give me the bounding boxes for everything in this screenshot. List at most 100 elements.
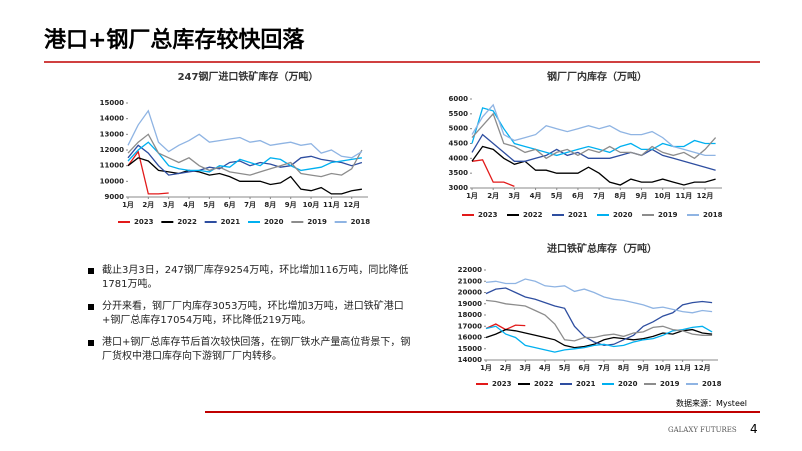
y-tick-label: 19000 [458,300,482,308]
series-line [471,112,717,160]
x-tick-label: 7月 [593,192,605,200]
x-tick-label: 9月 [637,364,649,372]
series-line [127,141,363,173]
x-tick-label: 8月 [614,192,626,200]
series-line [485,287,713,347]
x-tick-label: 4月 [530,192,542,200]
x-tick-label: 4月 [183,201,195,209]
x-tick-label: 6月 [578,364,590,372]
legend-label: 2021 [576,380,596,388]
x-tick-label: 6月 [572,192,584,200]
series-line [485,278,713,314]
y-tick-label: 5000 [449,125,469,133]
y-tick-label: 13000 [100,130,124,138]
series-line [485,325,713,353]
x-tick-label: 2月 [500,364,512,372]
series-line [471,133,716,171]
series-line [485,299,713,342]
x-tick-label: 6月 [224,201,236,209]
legend-label: 2022 [523,211,543,219]
series-line [127,144,363,176]
legend-label: 2020 [618,380,638,388]
x-tick-label: 7月 [598,364,610,372]
legend-label: 2018 [703,211,723,219]
x-tick-label: 2月 [487,192,499,200]
y-tick-label: 4000 [449,154,469,162]
legend-label: 2018 [351,218,371,226]
x-tick-label: 3月 [508,192,520,200]
legend-label: 2019 [307,218,327,226]
legend-label: 2022 [534,380,554,388]
x-tick-label: 8月 [264,201,276,209]
y-tick-label: 15000 [458,345,482,353]
x-tick-label: 1月 [466,192,478,200]
legend-label: 2019 [660,380,680,388]
legend-label: 2021 [568,211,588,219]
slide-title: 港口+钢厂总库存较快回落 [44,28,305,53]
y-tick-label: 21000 [458,277,482,285]
bullet: 港口+钢厂总库存节后首次较快回落，在钢厂铁水产量高位背景下，钢厂货权中港口库存向… [88,336,414,364]
y-tick-label: 17000 [458,322,482,330]
bullet: 截止3月3日，247钢厂库存9254万吨，环比增加116万吨，同比降低1781万… [88,264,414,292]
legend-label: 2023 [478,211,498,219]
x-tick-label: 4月 [539,364,551,372]
bullet-list: 截止3月3日，247钢厂库存9254万吨，环比增加116万吨，同比降低1781万… [88,264,414,372]
series-line [471,103,716,157]
x-tick-label: 3月 [519,364,531,372]
x-tick-label: 11月 [323,201,340,209]
x-tick-label: 10月 [303,201,320,209]
brand: GALAXY FUTURES [668,426,737,434]
legend-label: 2023 [134,218,154,226]
source-note: 数据来源：Mysteel [676,399,748,408]
x-tick-label: 10月 [654,192,671,200]
series-line [127,157,362,195]
x-tick-label: 1月 [480,364,492,372]
y-tick-label: 6000 [449,95,469,103]
y-tick-label: 16000 [458,334,482,342]
y-tick-label: 14000 [458,356,482,364]
page-number: 4 [750,422,758,436]
legend-label: 2020 [613,211,633,219]
y-tick-label: 20000 [458,289,482,297]
x-tick-label: 10月 [655,364,672,372]
series-line [127,150,169,195]
x-tick-label: 11月 [674,364,691,372]
bullet: 分开来看，钢厂厂内库存3053万吨，环比增加3万吨，进口铁矿港口+钢厂总库存17… [88,300,414,328]
legend-label: 2022 [177,218,197,226]
y-tick-label: 5500 [449,110,469,118]
chart-title: 进口铁矿总库存（万吨） [547,242,657,255]
x-tick-label: 2月 [142,201,154,209]
y-tick-label: 14000 [100,115,124,123]
legend-label: 2020 [264,218,284,226]
chart-title: 247钢厂进口铁矿库存（万吨） [178,70,319,83]
x-tick-label: 12月 [694,364,711,372]
y-tick-label: 9000 [105,193,125,201]
x-tick-label: 1月 [122,201,134,209]
y-tick-label: 10000 [100,177,124,185]
series-line [485,328,713,349]
y-tick-label: 11000 [100,162,124,170]
y-tick-label: 15000 [100,99,124,107]
x-tick-label: 12月 [697,192,714,200]
y-tick-label: 12000 [100,146,124,154]
series-line [471,159,515,188]
x-tick-label: 5月 [551,192,563,200]
y-tick-label: 18000 [458,311,482,319]
legend-label: 2023 [492,380,512,388]
x-tick-label: 8月 [618,364,630,372]
y-tick-label: 22000 [458,266,482,274]
x-tick-label: 11月 [675,192,692,200]
x-tick-label: 5月 [203,201,215,209]
x-tick-label: 7月 [244,201,256,209]
x-tick-label: 9月 [285,201,297,209]
y-tick-label: 3000 [449,184,469,192]
series-line [471,145,716,186]
legend-label: 2021 [221,218,241,226]
series-line [127,133,363,178]
x-tick-label: 3月 [163,201,175,209]
x-tick-label: 5月 [559,364,571,372]
y-tick-label: 4500 [449,140,469,148]
x-tick-label: 12月 [343,201,360,209]
